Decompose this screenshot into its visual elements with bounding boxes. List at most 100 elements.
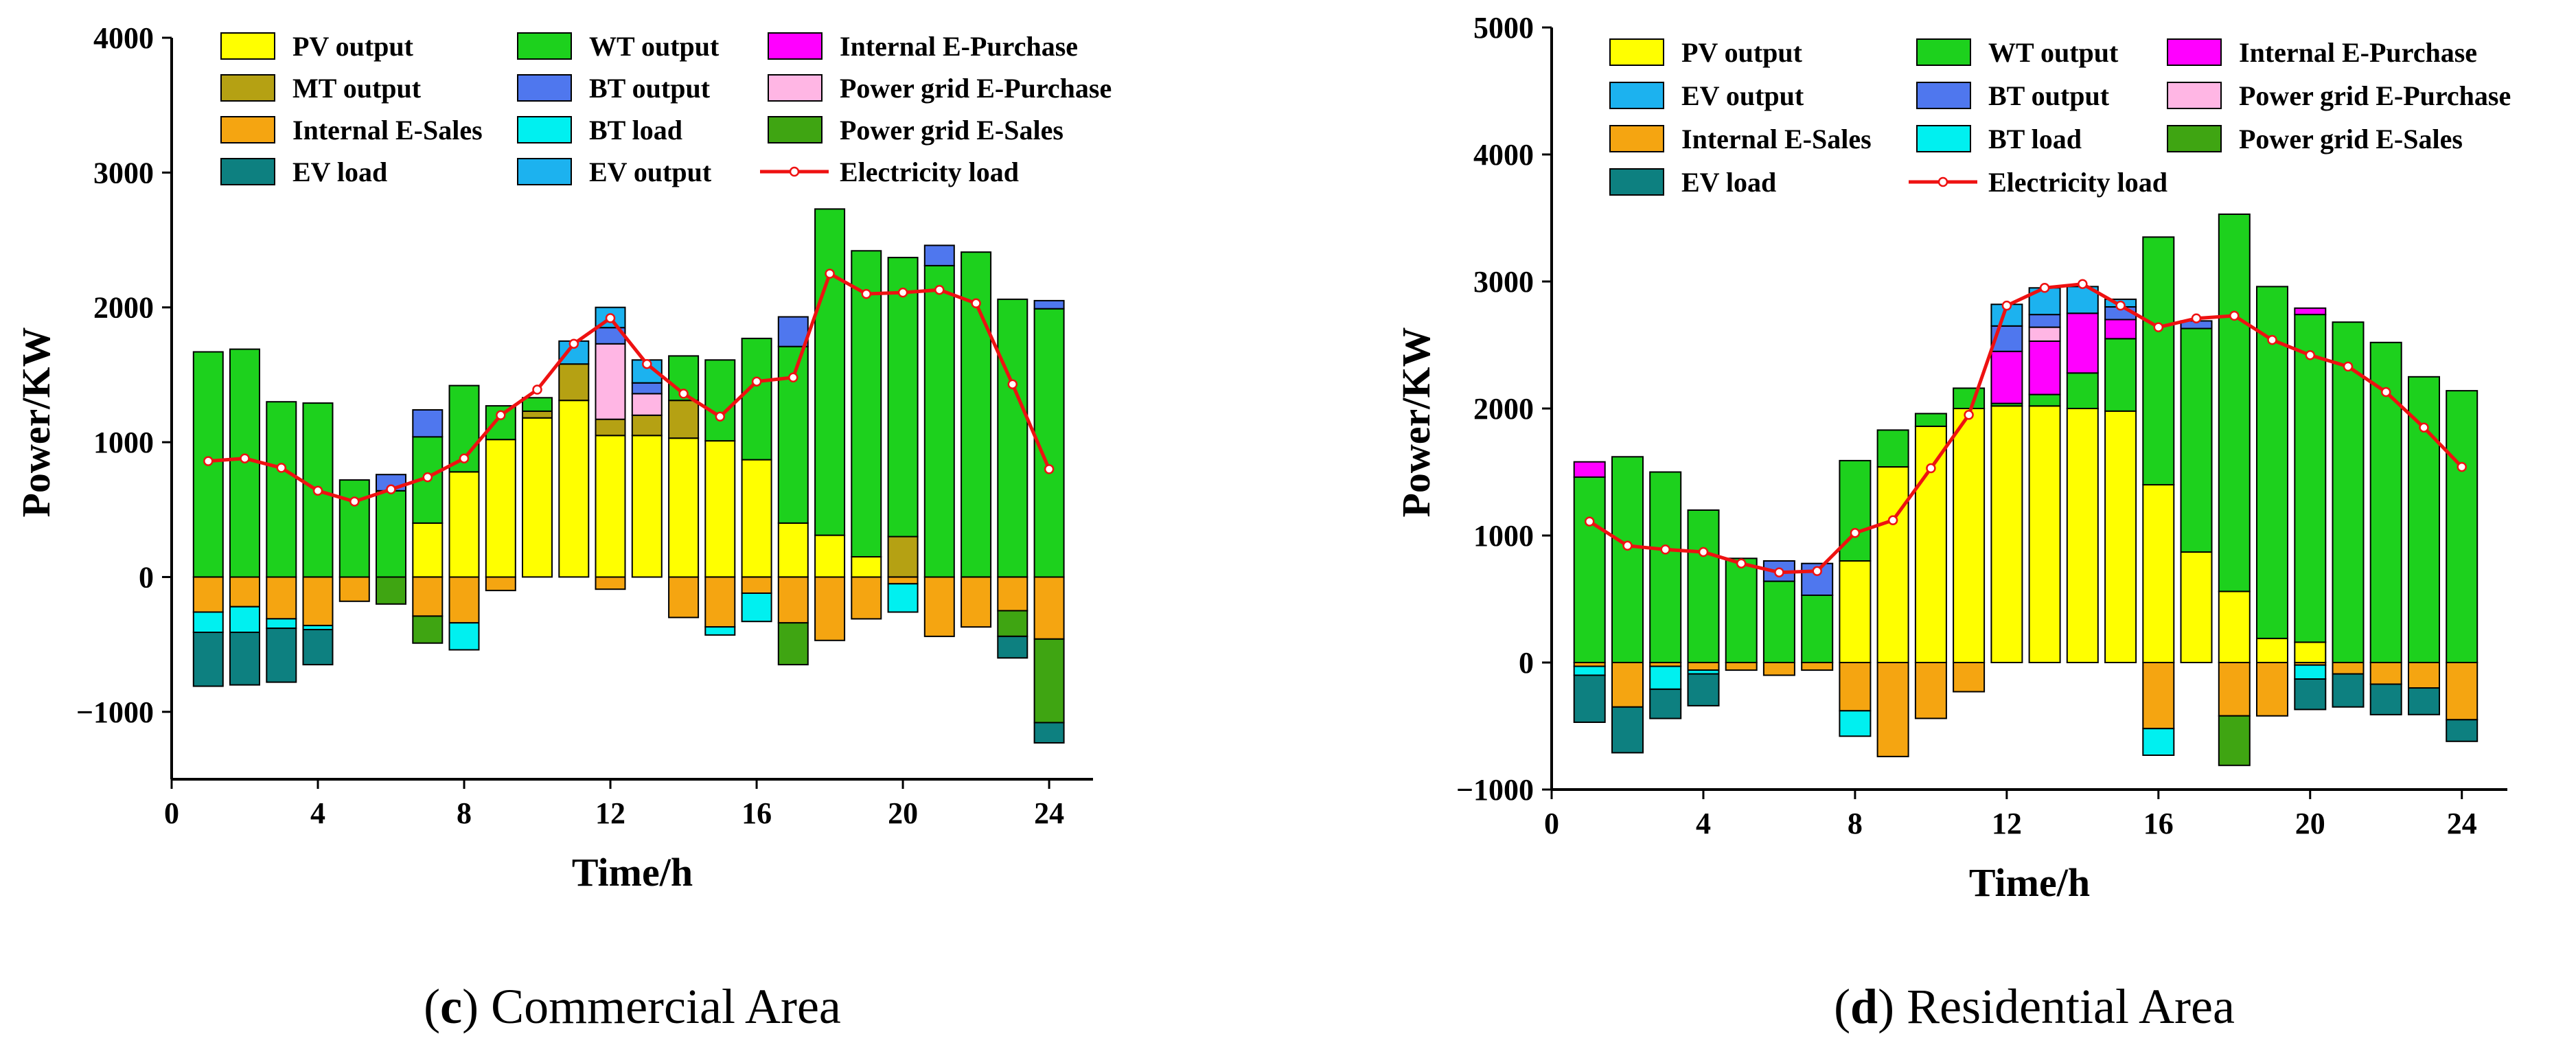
chart-c-bar-internal-e-sales-h23: Internal E-Sales h23: -250 bbox=[997, 576, 1028, 612]
chart-d-load-point-h19: Electricity load h19: 2540 bbox=[2267, 334, 2277, 345]
chart-c-bar-pv-output-h10: PV output h10: 1180 bbox=[522, 417, 553, 578]
chart-d-bar-internal-e-sales-h6: Internal E-Sales h6: -100 bbox=[1762, 662, 1795, 676]
chart-d-xlabel: Time/h bbox=[1969, 860, 2090, 905]
chart-c-legend-item: Internal E-Purchase bbox=[768, 31, 1078, 62]
chart-c-bar-internal-e-sales-h5: Internal E-Sales h5: -180 bbox=[338, 576, 370, 602]
chart-c-legend-swatch bbox=[220, 74, 275, 102]
chart-d-bar-pv-output-h14: PV output h14: 2000 bbox=[2066, 408, 2099, 663]
chart-d-legend-item: BT load bbox=[1916, 124, 2082, 154]
chart-d-bar-wt-output-h7: WT output h7: 530 bbox=[1801, 595, 1834, 663]
chart-c-legend-label: MT output bbox=[292, 73, 422, 104]
chart-d-load-point-h12: Electricity load h12: 2810 bbox=[2001, 300, 2012, 311]
chart-d-legend-label: Electricity load bbox=[1988, 167, 2167, 198]
chart-c-bar-wt-output-h3: WT output h3: 1300 bbox=[266, 401, 297, 578]
chart-c-caption: (c) Commercial Area bbox=[424, 979, 841, 1034]
chart-d-load-point-h13: Electricity load h13: 2950 bbox=[2039, 283, 2050, 293]
chart-d-legend-label: Internal E-Sales bbox=[1681, 124, 1872, 154]
chart-d-legend-label: EV load bbox=[1681, 167, 1776, 198]
chart-d-bar-internal-e-sales-h16: Internal E-Sales h16: -520 bbox=[2142, 662, 2175, 730]
chart-c-legend-label: Power grid E-Purchase bbox=[840, 73, 1112, 104]
chart-d-bar-internal-e-sales-h24: Internal E-Sales h24: -450 bbox=[2446, 662, 2479, 721]
chart-c-bar-pv-output-h18: PV output h18: 310 bbox=[814, 534, 846, 578]
chart-c-legend-swatch bbox=[517, 32, 572, 60]
chart-c-bar-bt-output-h7: BT output h7: 200 bbox=[412, 409, 444, 438]
chart-d-load-point-h20: Electricity load h20: 2420 bbox=[2305, 350, 2316, 360]
chart-c-ylabel: Power/KW bbox=[14, 327, 58, 517]
chart-c-bar-ev-load-h4: EV load h4: -260 bbox=[302, 629, 334, 666]
chart-d-load-point-h14: Electricity load h14: 2980 bbox=[2078, 279, 2088, 289]
chart-c-legend-label: WT output bbox=[589, 31, 720, 62]
chart-d-legend-label: Power grid E-Sales bbox=[2239, 124, 2463, 154]
chart-d-xtick-label: 4 bbox=[1696, 807, 1711, 840]
chart-d-legend-swatch bbox=[1609, 125, 1664, 152]
chart-d-bar-internal-e-purchase-h14: Internal E-Purchase h14: 470 bbox=[2066, 312, 2099, 374]
chart-d-load-point-h10: Electricity load h10: 1530 bbox=[1926, 463, 1936, 474]
chart-d-bar-internal-e-purchase-h13: Internal E-Purchase h13: 420 bbox=[2028, 340, 2061, 395]
chart-c-load-point-h24: Electricity load h24: 800 bbox=[1044, 464, 1055, 474]
chart-c-load-point-h3: Electricity load h3: 810 bbox=[276, 463, 287, 473]
chart-c-legend-item: MT output bbox=[220, 73, 422, 104]
chart-c-bar-pv-output-h9: PV output h9: 1020 bbox=[485, 439, 516, 578]
chart-c-bar-internal-e-sales-h22: Internal E-Sales h22: -370 bbox=[961, 576, 992, 628]
chart-d-bar-ev-load-h22: EV load h22: -240 bbox=[2369, 683, 2402, 715]
chart-d-bar-internal-e-sales-h23: Internal E-Sales h23: -200 bbox=[2408, 662, 2440, 689]
chart-c-bar-internal-e-sales-h15: Internal E-Sales h15: -370 bbox=[704, 576, 736, 628]
chart-d-load-polyline bbox=[1588, 282, 2463, 575]
chart-c-bar-bt-load-h8: BT load h8: -200 bbox=[448, 622, 480, 651]
chart-d-bar-internal-e-sales-h11: Internal E-Sales h11: -230 bbox=[1953, 662, 1986, 693]
chart-d-legend-item: Power grid E-Sales bbox=[2167, 124, 2463, 154]
chart-c-bar-pv-output-h11: PV output h11: 1310 bbox=[558, 400, 590, 578]
chart-c-bar-internal-e-sales-h3: Internal E-Sales h3: -310 bbox=[266, 576, 297, 620]
chart-c-legend-swatch bbox=[768, 116, 823, 143]
chart-d-bar-internal-e-sales-h8: Internal E-Sales h8: -380 bbox=[1839, 662, 1872, 712]
chart-d-load-point-h2: Electricity load h2: 920 bbox=[1622, 540, 1633, 551]
chart-d-legend-swatch bbox=[1916, 82, 1971, 109]
chart-c-legend-label: EV load bbox=[292, 157, 387, 187]
chart-c-bar-internal-e-sales-h14: Internal E-Sales h14: -300 bbox=[668, 576, 700, 619]
chart-c-bar-pv-output-h14: PV output h14: 1030 bbox=[668, 437, 700, 578]
chart-d-bar-pv-output-h15: PV output h15: 1980 bbox=[2104, 410, 2137, 663]
chart-d-bar-wt-output-h3: WT output h3: 1500 bbox=[1649, 471, 1682, 663]
chart-c-load-point-h20: Electricity load h20: 2110 bbox=[897, 287, 908, 298]
chart-c-load-point-h23: Electricity load h23: 1430 bbox=[1007, 379, 1018, 389]
chart-d-bar-wt-output-h5: WT output h5: 820 bbox=[1725, 557, 1758, 663]
chart-c-bar-bt-output-h21: BT output h21: 150 bbox=[923, 244, 955, 266]
chart-d-bar-internal-e-sales-h10: Internal E-Sales h10: -440 bbox=[1914, 662, 1947, 720]
chart-c-legend-swatch bbox=[220, 32, 275, 60]
chart-c-load-point-h12: Electricity load h12: 1920 bbox=[605, 313, 616, 323]
chart-c-bar-internal-e-sales-h9: Internal E-Sales h9: -100 bbox=[485, 576, 516, 592]
chart-c-legend-item: Power grid E-Purchase bbox=[768, 73, 1112, 104]
chart-d-load-point-h9: Electricity load h9: 1120 bbox=[1887, 515, 1898, 526]
chart-d-bar-wt-output-h24: WT output h24: 2140 bbox=[2446, 390, 2479, 663]
chart-d-bar-wt-output-h6: WT output h6: 640 bbox=[1762, 580, 1795, 663]
chart-d-legend-swatch bbox=[2167, 38, 2222, 66]
chart-c-load-point-h8: Electricity load h8: 880 bbox=[459, 453, 470, 463]
chart-d-load-point-h22: Electricity load h22: 2130 bbox=[2380, 387, 2391, 398]
chart-d-legend: PV output WT output Internal E-Purchase EV … bbox=[1609, 37, 2511, 198]
chart-c-bar-wt-output-h10: WT output h10: 100 bbox=[522, 397, 553, 412]
chart-c-bar-bt-load-h16: BT load h16: -210 bbox=[741, 592, 772, 623]
chart-c-bar-internal-e-sales-h24: Internal E-Sales h24: -460 bbox=[1033, 576, 1065, 640]
chart-d-bar-internal-e-sales-h18: Internal E-Sales h18: -420 bbox=[2218, 662, 2251, 717]
chart-d-bar-bt-output-h13: BT output h13: 100 bbox=[2028, 314, 2061, 328]
chart-d-legend-swatch bbox=[1916, 125, 1971, 152]
chart-c-load-point-h13: Electricity load h13: 1580 bbox=[642, 358, 652, 369]
chart-d-ytick-label: 4000 bbox=[1473, 138, 1534, 172]
chart-c-bar-wt-output-h20: WT output h20: 2070 bbox=[887, 257, 919, 538]
chart-c-bar-bt-load-h1: BT load h1: -150 bbox=[192, 611, 224, 633]
chart-c-load-point-h15: Electricity load h15: 1190 bbox=[715, 411, 726, 422]
chart-d-bar-wt-output-h11: WT output h11: 160 bbox=[1953, 387, 1986, 410]
chart-c-legend-swatch bbox=[220, 158, 275, 185]
chart-c-legend-label: BT load bbox=[589, 115, 682, 146]
chart-d-load-point-h17: Electricity load h17: 2710 bbox=[2191, 313, 2202, 323]
chart-d-bar-internal-e-purchase-h12: Internal E-Purchase h12: 410 bbox=[1990, 350, 2023, 404]
chart-d-load-point-h8: Electricity load h8: 1020 bbox=[1850, 528, 1861, 538]
chart-c-bar-internal-e-sales-h2: Internal E-Sales h2: -220 bbox=[229, 576, 260, 608]
chart-c-bar-pv-output-h15: PV output h15: 1010 bbox=[704, 440, 736, 578]
chart-c-bar-internal-e-sales-h18: Internal E-Sales h18: -470 bbox=[814, 576, 846, 641]
chart-d-load-point-h5: Electricity load h5: 780 bbox=[1736, 558, 1747, 568]
chart-c-legend-label: PV output bbox=[292, 31, 414, 62]
chart-d-bar-internal-e-sales-h19: Internal E-Sales h19: -420 bbox=[2256, 662, 2288, 717]
chart-d-load-point-h6: Electricity load h6: 710 bbox=[1774, 567, 1784, 577]
chart-c-bar-pv-output-h13: PV output h13: 1050 bbox=[631, 435, 663, 578]
